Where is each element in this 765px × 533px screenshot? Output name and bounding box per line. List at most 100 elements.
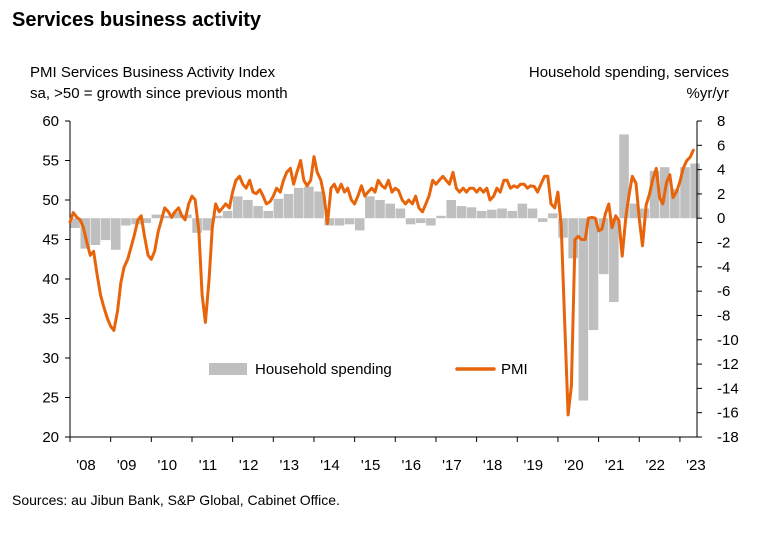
left-tick-label: 55 xyxy=(42,153,59,170)
household-bar xyxy=(161,215,172,219)
axes xyxy=(65,120,702,442)
household-bar xyxy=(263,210,274,219)
right-tick-label: -8 xyxy=(717,307,730,324)
household-bar xyxy=(507,210,517,219)
right-tick-label: -16 xyxy=(717,405,739,422)
x-tick-label: '21 xyxy=(605,457,625,474)
left-tick-label: 35 xyxy=(42,311,59,328)
household-bar xyxy=(609,218,619,303)
household-bar xyxy=(222,210,233,219)
household-bar xyxy=(487,209,497,219)
household-bar xyxy=(517,203,528,219)
household-bar xyxy=(588,218,599,331)
household-bar xyxy=(395,208,406,219)
household-bar xyxy=(365,196,375,219)
household-bar xyxy=(304,186,314,219)
right-tick-label: -12 xyxy=(717,356,739,373)
household-bar xyxy=(110,218,121,250)
household-bar xyxy=(70,218,80,228)
legend-household-swatch xyxy=(209,363,247,375)
household-bar xyxy=(415,218,426,224)
x-tick-label: '11 xyxy=(199,457,217,474)
left-axis-title-line2: sa, >50 = growth since previous month xyxy=(30,85,288,102)
household-bar xyxy=(527,208,538,219)
household-bar xyxy=(690,163,700,219)
household-bar xyxy=(537,218,548,222)
legend: Household spending PMI xyxy=(209,361,528,378)
left-tick-label: 30 xyxy=(42,350,59,367)
source-note: Sources: au Jibun Bank, S&P Global, Cabi… xyxy=(12,492,340,508)
household-bar xyxy=(405,218,416,225)
household-bar xyxy=(385,203,395,219)
right-tick-label: -10 xyxy=(717,332,739,349)
right-tick-label: 8 xyxy=(717,113,725,130)
right-tick-label: -4 xyxy=(717,259,730,276)
household-bar xyxy=(141,218,152,224)
x-tick-label: '08 xyxy=(76,457,96,474)
left-tick-label: 50 xyxy=(42,192,59,209)
x-tick-label: '22 xyxy=(645,457,665,474)
chart-title: Services business activity xyxy=(12,9,262,31)
household-bar xyxy=(670,189,680,219)
left-axis-title: PMI Services Business Activity Index sa,… xyxy=(30,62,288,104)
x-tick-label: '15 xyxy=(361,457,381,474)
household-bar xyxy=(680,167,690,219)
household-bar xyxy=(619,134,629,219)
right-tick-label: 0 xyxy=(717,210,725,227)
right-axis-title-line1: Household spending, services xyxy=(528,64,729,81)
household-bar xyxy=(354,218,365,231)
left-tick-label: 25 xyxy=(42,390,59,407)
right-axis-title: Household spending, services %yr/yr xyxy=(529,62,729,104)
household-bar xyxy=(202,218,213,231)
household-bar xyxy=(426,218,436,226)
household-bar xyxy=(283,193,294,219)
x-tick-label: '09 xyxy=(117,457,137,474)
right-tick-label: -14 xyxy=(717,380,739,397)
right-tick-label: -6 xyxy=(717,283,730,300)
right-tick-label: 6 xyxy=(717,137,725,154)
household-bar xyxy=(314,191,324,219)
household-bar xyxy=(476,210,487,219)
household-bar xyxy=(253,206,263,219)
household-bar xyxy=(598,218,609,275)
x-tick-label: '23 xyxy=(686,457,706,474)
x-tick-label: '13 xyxy=(280,457,300,474)
household-bar xyxy=(629,203,639,219)
household-bar xyxy=(548,213,558,219)
household-bar xyxy=(436,215,446,219)
x-tick-label: '16 xyxy=(402,457,422,474)
x-tick-label: '20 xyxy=(564,457,584,474)
household-bar xyxy=(578,218,589,401)
household-bar xyxy=(456,206,467,219)
legend-pmi-label: PMI xyxy=(501,361,528,378)
left-tick-label: 60 xyxy=(42,113,59,130)
household-bar xyxy=(446,200,456,219)
legend-household-label: Household spending xyxy=(255,361,392,378)
household-bar xyxy=(100,218,111,241)
household-bar xyxy=(466,207,477,219)
left-tick-label: 45 xyxy=(42,232,59,249)
household-bar xyxy=(334,218,345,226)
household-bar xyxy=(171,212,182,219)
household-bar xyxy=(121,218,131,226)
household-bar xyxy=(90,218,101,245)
household-bar xyxy=(558,218,568,238)
household-bar xyxy=(293,187,304,219)
x-tick-label: '18 xyxy=(483,457,503,474)
x-tick-label: '19 xyxy=(523,457,543,474)
household-bar xyxy=(497,208,507,219)
x-tick-label: '17 xyxy=(442,457,462,474)
household-bar xyxy=(212,215,223,219)
household-bar xyxy=(151,214,162,219)
household-bar xyxy=(375,200,385,219)
right-tick-label: 4 xyxy=(717,162,725,179)
household-bar xyxy=(273,198,284,219)
x-tick-label: '14 xyxy=(320,457,340,474)
x-tick-label: '10 xyxy=(158,457,178,474)
household-bar xyxy=(243,200,253,219)
right-axis-title-line2: %yr/yr xyxy=(686,85,730,102)
tick-labels: 202530354045505560-18-16-14-12-10-8-6-4-… xyxy=(42,113,738,474)
left-tick-label: 20 xyxy=(42,429,59,446)
household-bar xyxy=(324,218,334,226)
